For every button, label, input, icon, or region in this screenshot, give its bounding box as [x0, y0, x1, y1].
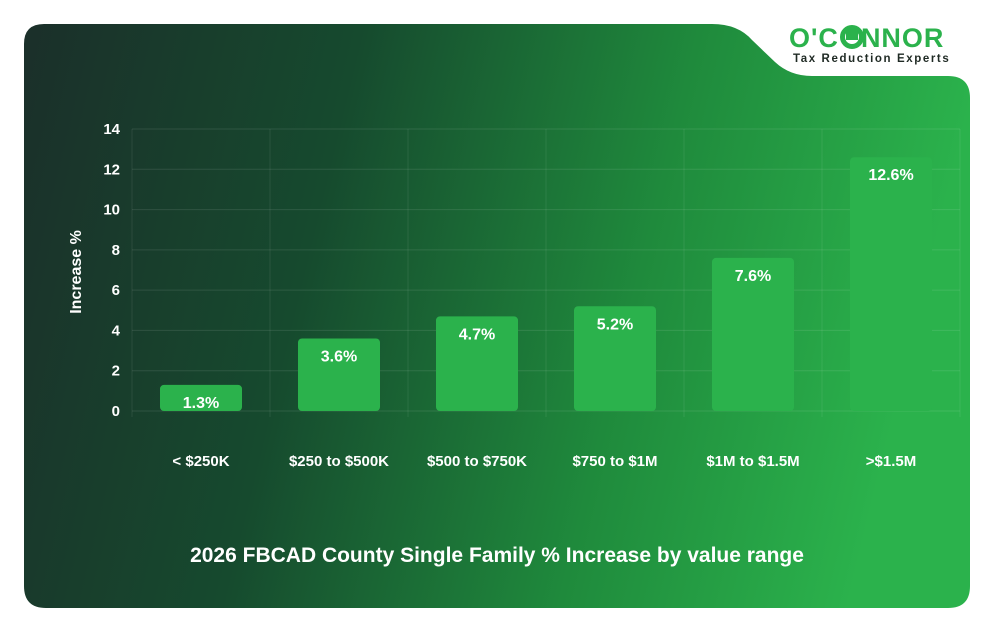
y-tick-label: 2 [112, 363, 120, 380]
bar [850, 157, 932, 411]
bar-data-label: 12.6% [868, 167, 913, 184]
bar-data-label: 4.7% [459, 326, 495, 343]
category-label: $1M to $1.5M [706, 453, 799, 470]
bars: 1.3% 3.6% 4.7% 5.2% 7.6% 12.6% [160, 157, 932, 412]
svg-text:O'CONNOR: O'CONNOR [789, 23, 944, 53]
y-axis-title: Increase % [68, 230, 85, 314]
y-tick-label: 10 [103, 202, 120, 219]
bar-data-label: 7.6% [735, 268, 771, 285]
bar [574, 306, 656, 411]
chart-title: 2026 FBCAD County Single Family % Increa… [190, 544, 804, 567]
y-tick-label: 12 [103, 161, 120, 178]
brand-tagline: Tax Reduction Experts [793, 53, 950, 65]
y-tick-label: 8 [112, 242, 120, 259]
category-label: $750 to $1M [572, 453, 657, 470]
y-tick-label: 6 [112, 282, 120, 299]
category-label: $250 to $500K [289, 453, 389, 470]
y-tick-label: 4 [112, 322, 121, 339]
bar-data-label: 3.6% [321, 348, 357, 365]
chart-grid [131, 128, 961, 417]
y-axis: 0 2 4 6 8 10 12 14 [103, 121, 120, 420]
brand-logo: O'CONNOR Tax Reduction Experts [789, 23, 950, 65]
bar-data-label: 1.3% [183, 395, 219, 412]
brand-name-part1: O'C [789, 23, 839, 53]
y-tick-label: 0 [112, 403, 120, 420]
bar [436, 316, 518, 411]
category-label: < $250K [172, 453, 229, 470]
bar [712, 257, 794, 411]
category-label: >$1.5M [866, 453, 916, 470]
category-label: $500 to $750K [427, 453, 527, 470]
bar [298, 338, 380, 411]
brand-name-part2: NNOR [861, 23, 945, 53]
y-tick-label: 14 [103, 121, 120, 138]
card-background [24, 24, 970, 608]
x-axis: < $250K $250 to $500K $500 to $750K $750 to… [172, 453, 916, 470]
bar [160, 384, 242, 411]
house-o-icon [840, 25, 864, 49]
bar-data-label: 5.2% [597, 316, 633, 333]
